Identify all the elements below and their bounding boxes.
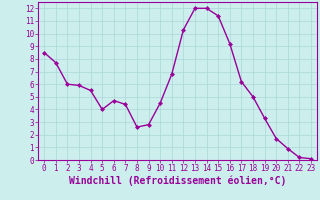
X-axis label: Windchill (Refroidissement éolien,°C): Windchill (Refroidissement éolien,°C): [69, 176, 286, 186]
